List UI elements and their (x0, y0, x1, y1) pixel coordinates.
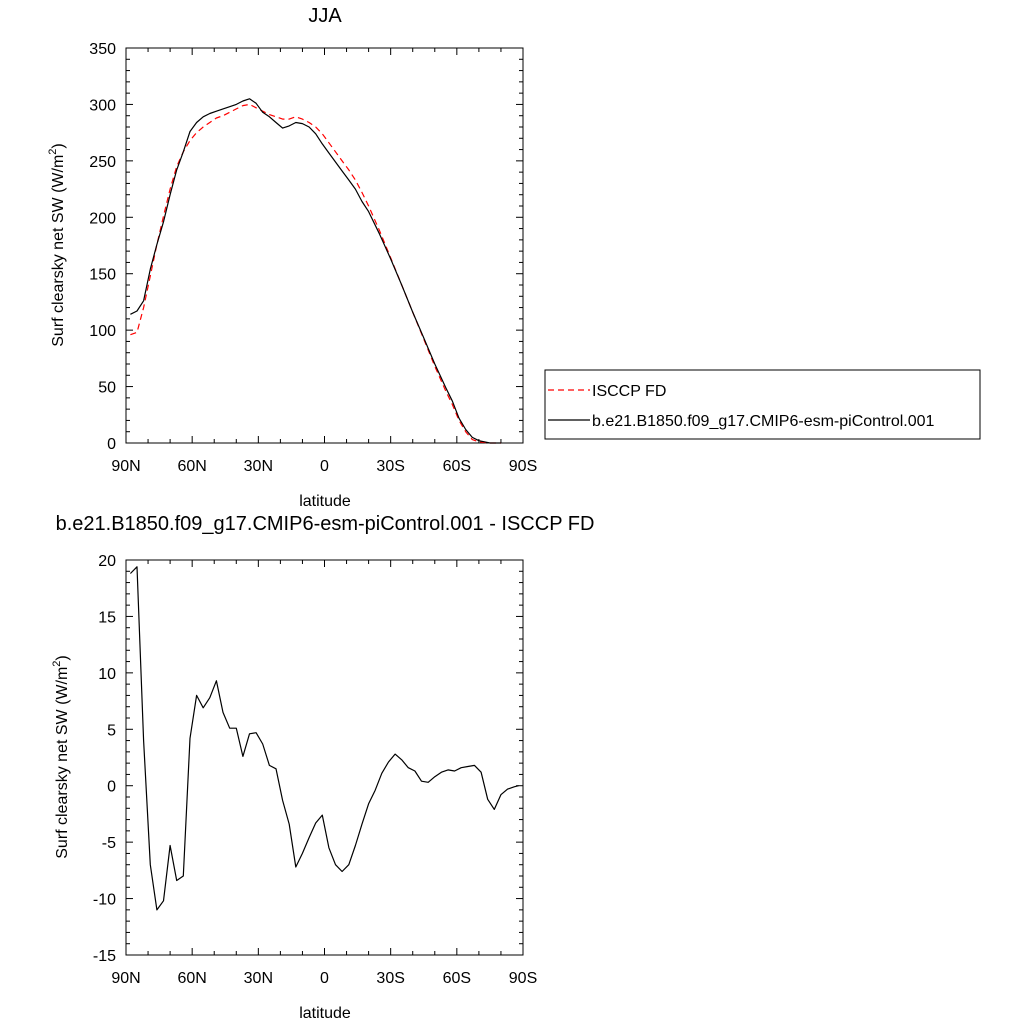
bottom-x-tick-label: 60N (177, 970, 206, 987)
top-y-tick-label: 300 (89, 97, 116, 114)
top-y-tick-label: 200 (89, 210, 116, 227)
bottom-x-tick-label: 60S (443, 970, 471, 987)
bottom-y-axis-label: Surf clearsky net SW (W/m2) (51, 655, 71, 858)
top-y-axis-label-superscript: 2 (47, 149, 59, 155)
bottom-y-tick-label: 0 (107, 779, 116, 796)
bottom-plot-area: -15 -10 -5 0 5 10 15 20 90N 60N 30N 0 30S 60S 90S (93, 553, 537, 987)
top-x-tick-label: 30S (376, 458, 404, 475)
top-chart-panel: JJA 0 50 100 150 200 250 300 350 90N 60N 30N 0 30S 60… (47, 5, 537, 510)
bottom-y-tick-label: 15 (98, 609, 116, 626)
top-plot-frame (125, 47, 524, 444)
bottom-y-axis-label-text: Surf clearsky net SW (W/m (54, 667, 71, 859)
top-y-tick-label: 0 (107, 436, 116, 453)
bottom-chart-title: b.e21.B1850.f09_g17.CMIP6-esm-piControl.… (56, 513, 595, 535)
top-y-axis-label: Surf clearsky net SW (W/m2) (47, 143, 67, 346)
top-x-tick-label: 30N (244, 458, 273, 475)
bottom-x-axis-label: latitude (299, 1005, 351, 1022)
bottom-y-tick-label: -15 (93, 948, 116, 965)
bottom-y-tick-label: 20 (98, 553, 116, 570)
top-y-tick-label: 100 (89, 323, 116, 340)
bottom-y-tick-label: -10 (93, 892, 116, 909)
top-x-tick-label: 90S (509, 458, 537, 475)
bottom-series-line-difference (129, 566, 519, 911)
top-series-line-model (130, 98, 501, 444)
legend: ISCCP FD b.e21.B1850.f09_g17.CMIP6-esm-p… (544, 369, 981, 440)
legend-label-isccp-fd: ISCCP FD (592, 383, 666, 400)
top-y-tick-label: 250 (89, 154, 116, 171)
bottom-x-tick-label: 0 (320, 970, 329, 987)
bottom-x-tick-label: 30S (376, 970, 404, 987)
top-y-axis-label-suffix: ) (50, 143, 67, 148)
bottom-chart-panel: b.e21.B1850.f09_g17.CMIP6-esm-piControl.… (51, 513, 594, 1022)
bottom-y-axis-label-superscript: 2 (51, 661, 63, 667)
bottom-x-tick-label: 30N (244, 970, 273, 987)
top-y-axis-label-text: Surf clearsky net SW (W/m (50, 155, 67, 347)
top-y-tick-label: 150 (89, 267, 116, 284)
top-series-line-isccp-fd (130, 103, 501, 444)
bottom-x-tick-label: 90N (111, 970, 140, 987)
top-x-axis-label: latitude (299, 493, 351, 510)
top-y-tick-label: 50 (98, 380, 116, 397)
bottom-x-tick-label: 90S (509, 970, 537, 987)
top-x-tick-label: 60N (177, 458, 206, 475)
top-y-tick-label: 350 (89, 41, 116, 58)
top-plot-area: 0 50 100 150 200 250 300 350 90N 60N 30N 0 30S 60S 90S (89, 41, 537, 475)
top-x-tick-label: 0 (320, 458, 329, 475)
bottom-y-axis-label-suffix: ) (54, 655, 71, 660)
top-chart-title: JJA (308, 5, 342, 27)
bottom-y-tick-label: 5 (107, 722, 116, 739)
top-x-tick-label: 60S (443, 458, 471, 475)
top-x-tick-label: 90N (111, 458, 140, 475)
bottom-plot-frame (125, 559, 524, 956)
legend-label-model: b.e21.B1850.f09_g17.CMIP6-esm-piControl.… (592, 413, 935, 430)
bottom-y-tick-label: -5 (102, 835, 116, 852)
legend-box (544, 369, 981, 440)
bottom-y-tick-label: 10 (98, 666, 116, 683)
